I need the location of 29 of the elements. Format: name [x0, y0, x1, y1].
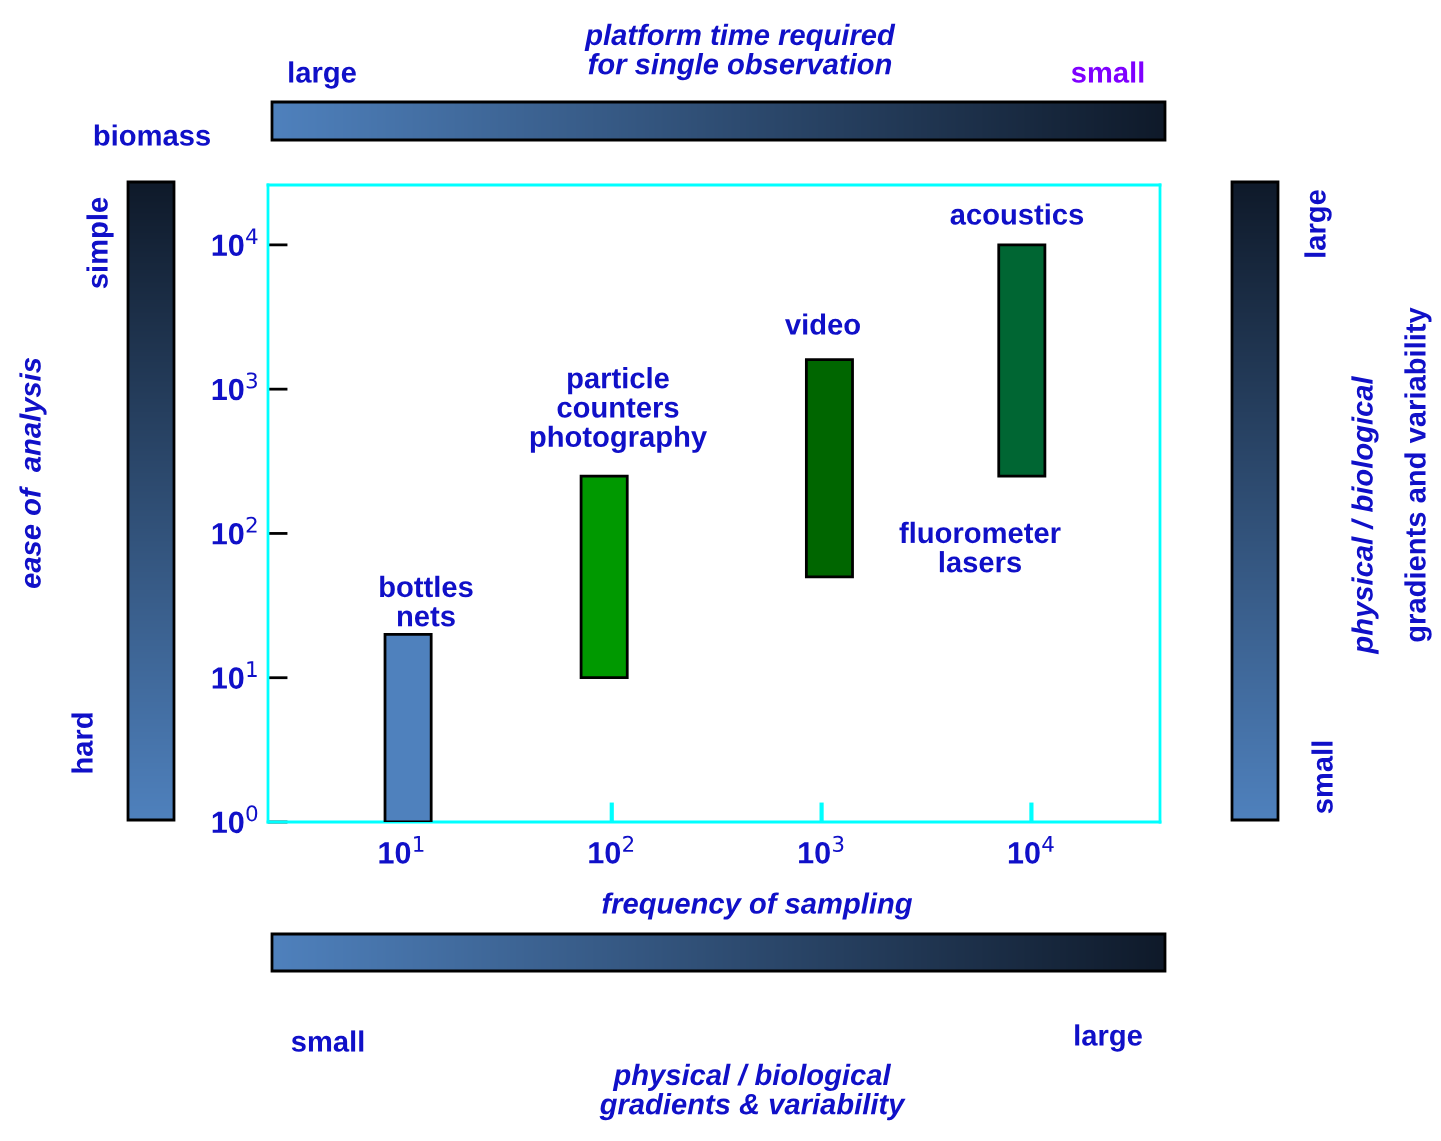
y-axis-title: biomass [94, 124, 210, 146]
text: ease of analysis [19, 358, 47, 589]
annotation: video [785, 313, 860, 335]
x-tick-label: 10$^{4}$ [1008, 836, 1054, 864]
annotation: particle counters photography [530, 367, 707, 453]
text: large [289, 61, 356, 89]
x-axis-title: frequency of sampling [602, 892, 913, 920]
text: hard [71, 713, 93, 773]
text: small [1311, 741, 1333, 814]
text: physical / biological gradients & variability [599, 1063, 906, 1121]
annotation: bottles nets [380, 575, 473, 627]
annotation: fluorometer lasers [899, 521, 1061, 573]
text: simple [86, 197, 114, 289]
y-tick-label: 10$^{1}$ [212, 661, 257, 689]
chart-title: platform time required for single observation [584, 23, 896, 81]
y-tick-label: 10$^{2}$ [212, 516, 257, 545]
y-tick-label: 10$^{4}$ [212, 228, 258, 257]
x-tick-label: 10$^{2}$ [589, 835, 634, 864]
x-tick-label: 10$^{3}$ [799, 835, 844, 864]
text: physical / biological [1351, 375, 1379, 655]
y-tick-label: 10$^{0}$ [212, 805, 258, 834]
y-tick-label: 10$^{3}$ [212, 372, 257, 401]
text: small [1071, 61, 1144, 83]
text: small [291, 1030, 364, 1052]
annotation: acoustics [950, 203, 1084, 225]
text: large [1075, 1024, 1142, 1052]
text: gradients and variability [1404, 307, 1432, 642]
text: large [1304, 190, 1332, 257]
x-tick-label: 10$^{1}$ [379, 836, 424, 864]
